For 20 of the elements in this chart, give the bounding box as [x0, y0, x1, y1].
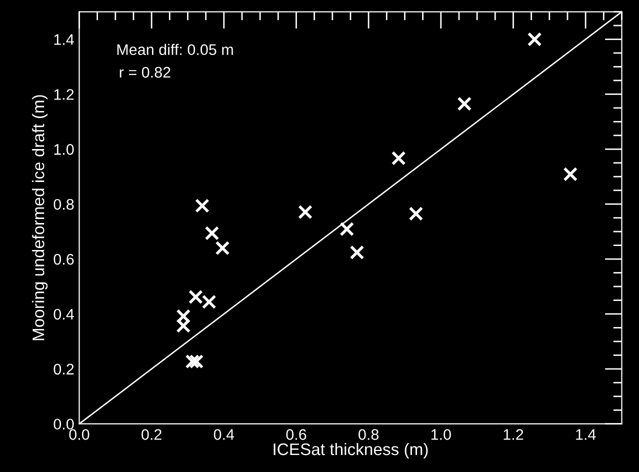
y-tick-label: 0.6 [54, 254, 74, 265]
y-tick-label: 1.4 [54, 34, 74, 45]
y-tick-label: 0.0 [54, 418, 74, 430]
x-tick-label: 1.4 [576, 429, 596, 440]
x-tick-label: 0.2 [142, 429, 162, 440]
x-tick-label: 0.6 [286, 429, 306, 440]
annotation: Mean diff: 0.05 m [117, 44, 233, 56]
y-axis-title: Mooring undeformed ice draft (m) [32, 95, 48, 340]
x-tick-label: 1.0 [431, 429, 451, 440]
x-axis-title: ICESat thickness (m) [274, 442, 428, 458]
x-tick-label: 1.2 [504, 429, 524, 440]
y-tick-label: 1.0 [54, 144, 74, 155]
x-tick-label: 0.8 [358, 429, 379, 440]
x-tick-label: 0.0 [69, 429, 90, 440]
y-tick-label: 1.2 [54, 89, 74, 100]
y-tick-label: 0.4 [54, 308, 74, 320]
y-tick-label: 0.8 [54, 198, 74, 210]
x-tick-label: 0.4 [214, 429, 234, 440]
annotation: r = 0.82 [120, 66, 170, 78]
y-tick-label: 0.2 [54, 364, 74, 375]
